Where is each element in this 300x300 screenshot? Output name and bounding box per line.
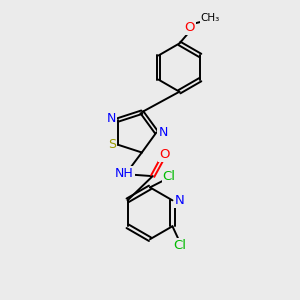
Text: O: O	[159, 148, 170, 161]
Text: NH: NH	[115, 167, 134, 181]
Text: N: N	[175, 194, 185, 207]
Text: CH₃: CH₃	[201, 14, 220, 23]
Text: Cl: Cl	[173, 239, 186, 252]
Text: O: O	[184, 21, 195, 34]
Text: N: N	[107, 112, 116, 125]
Text: Cl: Cl	[163, 170, 176, 183]
Text: S: S	[108, 138, 116, 151]
Text: N: N	[158, 126, 168, 139]
